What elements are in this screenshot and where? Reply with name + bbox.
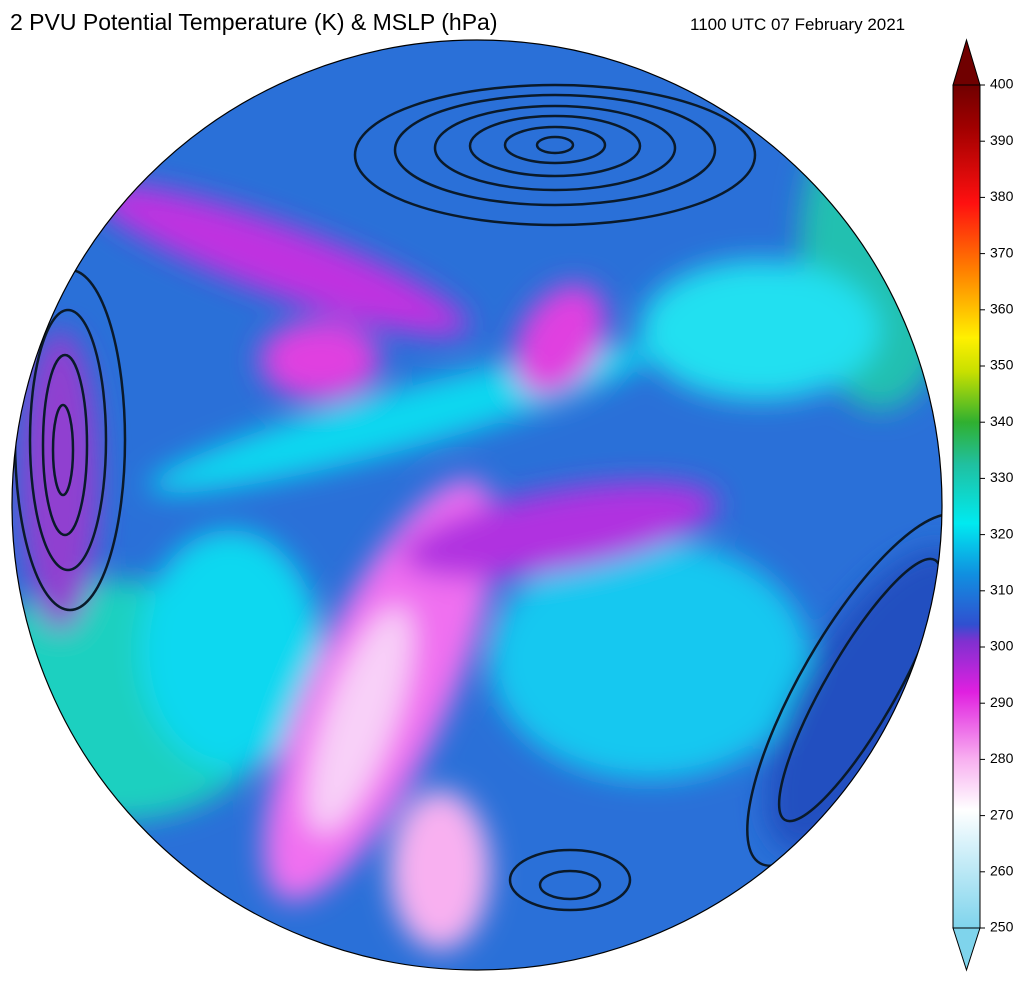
colorbar-tick-label: 360	[990, 301, 1014, 317]
timestamp: 1100 UTC 07 February 2021	[690, 15, 905, 34]
colorbar-tick-label: 260	[990, 863, 1014, 879]
colorbar-tick-label: 390	[990, 132, 1014, 148]
colorbar-tick-label: 380	[990, 188, 1014, 204]
globe-outline	[11, 39, 943, 971]
colorbar-tick-label: 270	[990, 806, 1014, 822]
colorbar-body	[952, 84, 981, 929]
map-title: 2 PVU Potential Temperature (K) & MSLP (…	[10, 9, 497, 35]
colorbar-tick-label: 280	[990, 750, 1014, 766]
colorbar-tick-label: 340	[990, 413, 1014, 429]
colorbar-tick-label: 300	[990, 638, 1014, 654]
colorbar-tick-label: 250	[990, 919, 1014, 935]
mslp-contours	[13, 83, 942, 912]
colorbar-tick-label: 350	[990, 357, 1014, 373]
colorbar-tick-label: 330	[990, 469, 1014, 485]
colorbar-tick-label: 370	[990, 244, 1014, 260]
globe-map	[12, 40, 942, 970]
colorbar-extend-min	[952, 927, 981, 972]
colorbar	[952, 38, 981, 972]
colorbar-tick-label: 290	[990, 694, 1014, 710]
colorbar-extend-max	[952, 38, 981, 86]
colorbar-tick-label: 400	[990, 76, 1014, 92]
colorbar-tick-label: 320	[990, 525, 1014, 541]
colorbar-tick-label: 310	[990, 582, 1014, 598]
